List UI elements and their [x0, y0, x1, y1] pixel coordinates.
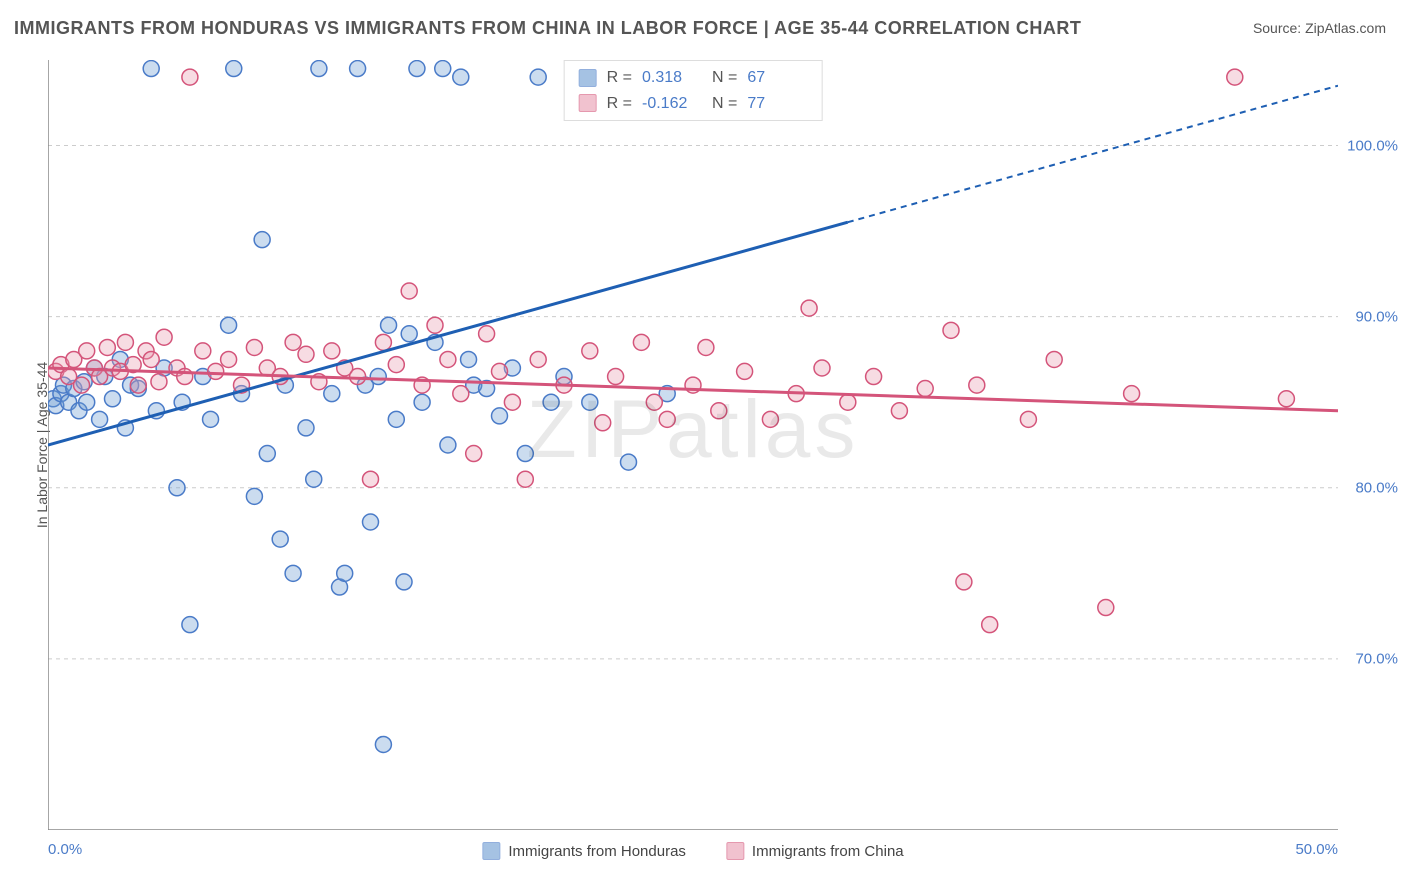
stats-row-china: R = -0.162 N = 77 [579, 91, 808, 117]
stats-swatch-china [579, 94, 597, 112]
x-tick-label: 0.0% [48, 841, 82, 858]
legend-item-china: Immigrants from China [726, 842, 904, 860]
source-attribution: Source: ZipAtlas.com [1253, 20, 1386, 36]
stats-n-honduras: 67 [747, 65, 807, 91]
stats-label-n: N = [712, 91, 737, 117]
stats-r-honduras: 0.318 [642, 65, 702, 91]
stats-label-r: R = [607, 65, 632, 91]
y-tick-label: 70.0% [1355, 650, 1398, 667]
legend-item-honduras: Immigrants from Honduras [482, 842, 686, 860]
chart-title: IMMIGRANTS FROM HONDURAS VS IMMIGRANTS F… [14, 18, 1081, 39]
legend-swatch-honduras [482, 842, 500, 860]
y-tick-label: 80.0% [1355, 479, 1398, 496]
chart-svg [48, 60, 1338, 830]
legend-label-china: Immigrants from China [752, 843, 904, 860]
chart-plot-area: In Labor Force | Age 35-44 ZIPatlas R = … [48, 60, 1338, 830]
legend-swatch-china [726, 842, 744, 860]
legend-label-honduras: Immigrants from Honduras [508, 843, 686, 860]
stats-swatch-honduras [579, 69, 597, 87]
correlation-stats-box: R = 0.318 N = 67 R = -0.162 N = 77 [564, 60, 823, 121]
legend-bottom: Immigrants from Honduras Immigrants from… [482, 842, 903, 860]
y-tick-label: 90.0% [1355, 308, 1398, 325]
stats-label-n: N = [712, 65, 737, 91]
x-tick-label: 50.0% [1295, 841, 1338, 858]
stats-n-china: 77 [747, 91, 807, 117]
stats-r-china: -0.162 [642, 91, 702, 117]
stats-label-r: R = [607, 91, 632, 117]
y-tick-label: 100.0% [1347, 137, 1398, 154]
stats-row-honduras: R = 0.318 N = 67 [579, 65, 808, 91]
